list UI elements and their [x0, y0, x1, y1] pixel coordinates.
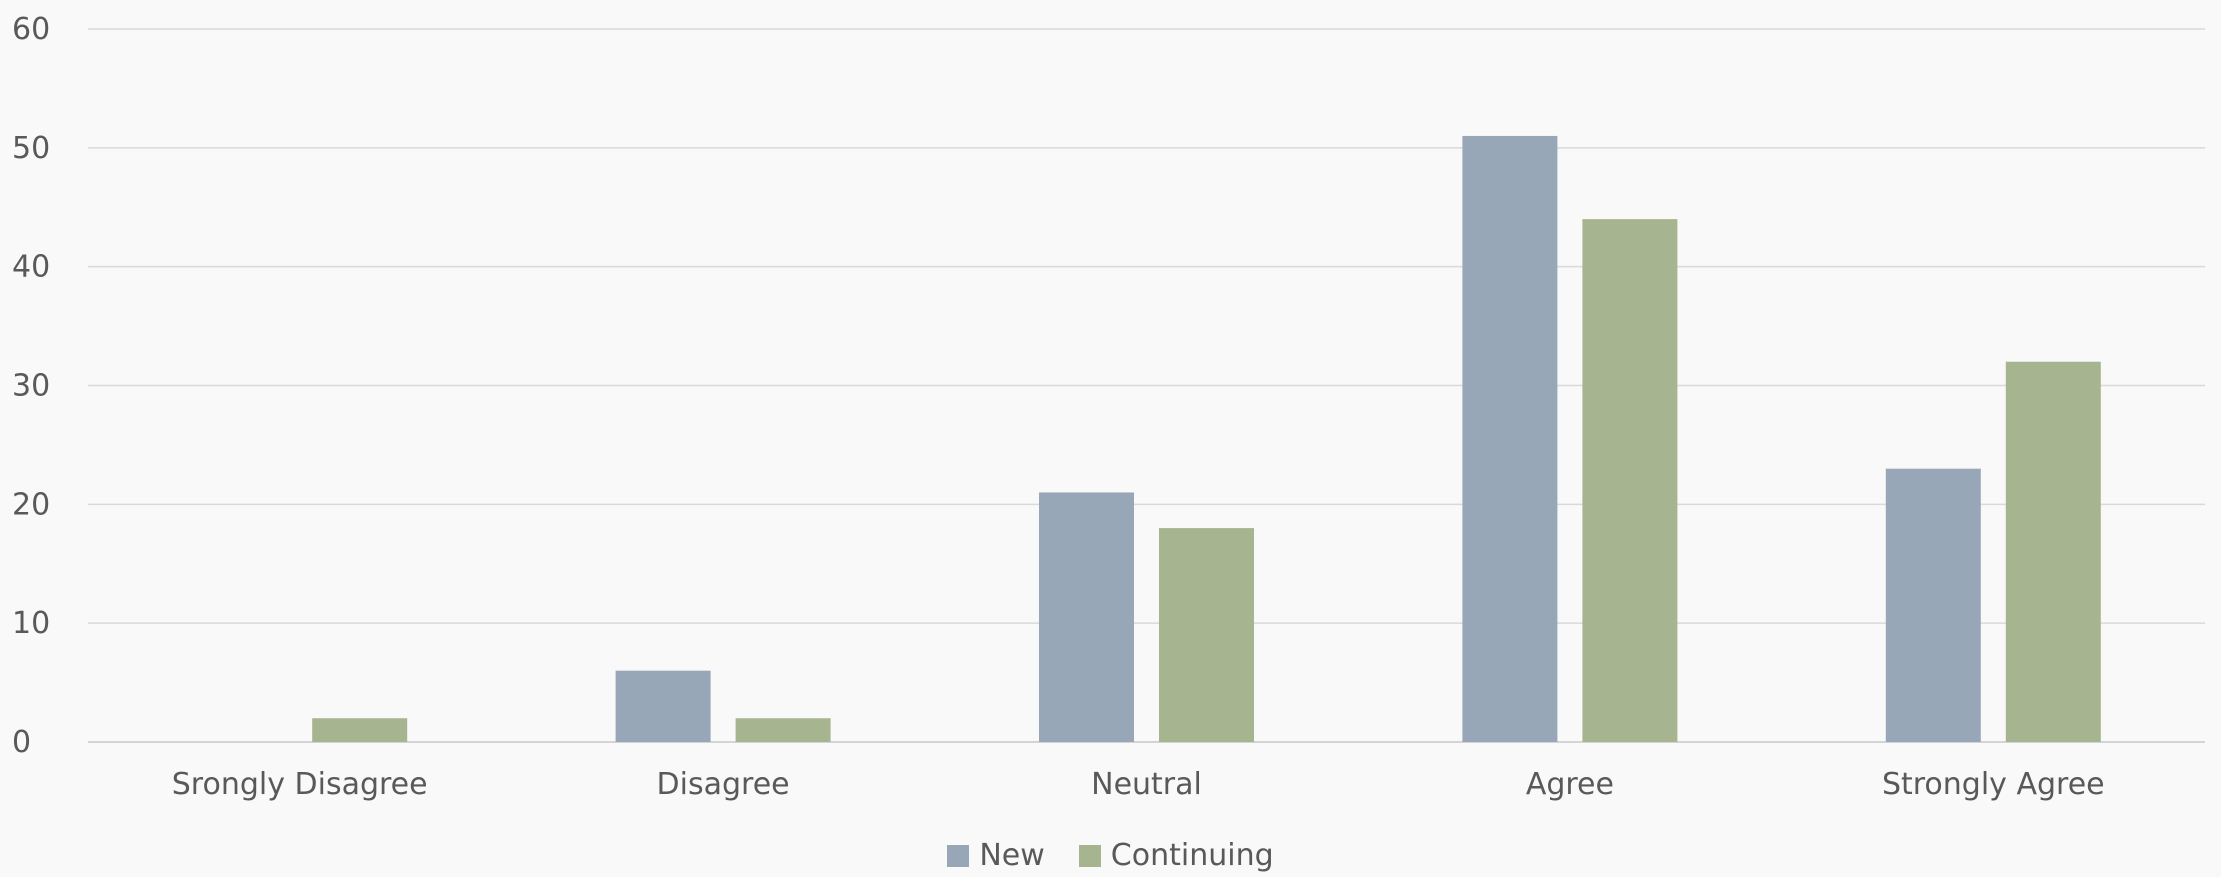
bar-continuing-4 — [2005, 361, 2101, 742]
bar-continuing-0 — [312, 718, 408, 742]
legend-label-new: New — [979, 838, 1045, 873]
x-category-label: Agree — [1526, 767, 1614, 802]
x-category-label: Strongly Agree — [1882, 767, 2105, 802]
y-tick-label: 40 — [12, 250, 50, 285]
legend-item-new: New — [947, 838, 1045, 873]
x-category-label: Disagree — [657, 767, 790, 802]
x-category-label: Neutral — [1091, 767, 1202, 802]
bar-continuing-2 — [1159, 528, 1254, 742]
legend-swatch-new — [947, 844, 970, 867]
y-tick-label: 10 — [12, 606, 50, 641]
x-category-label: Srongly Disagree — [172, 767, 428, 802]
bar-new-2 — [1039, 492, 1134, 742]
bar-continuing-3 — [1582, 219, 1678, 743]
legend: New Continuing — [0, 838, 2221, 873]
legend-item-continuing: Continuing — [1078, 838, 1274, 873]
legend-swatch-continuing — [1078, 844, 1101, 867]
bar-new-1 — [615, 670, 711, 742]
y-tick-label: 50 — [12, 131, 50, 166]
y-tick-label: 30 — [12, 369, 50, 404]
legend-label-continuing: Continuing — [1110, 838, 1274, 873]
y-tick-label: 0 — [12, 725, 31, 760]
y-tick-label: 60 — [12, 12, 50, 47]
bar-continuing-1 — [735, 718, 831, 742]
y-tick-label: 20 — [12, 487, 50, 522]
bar-new-3 — [1462, 135, 1558, 742]
bar-new-4 — [1885, 468, 1981, 742]
